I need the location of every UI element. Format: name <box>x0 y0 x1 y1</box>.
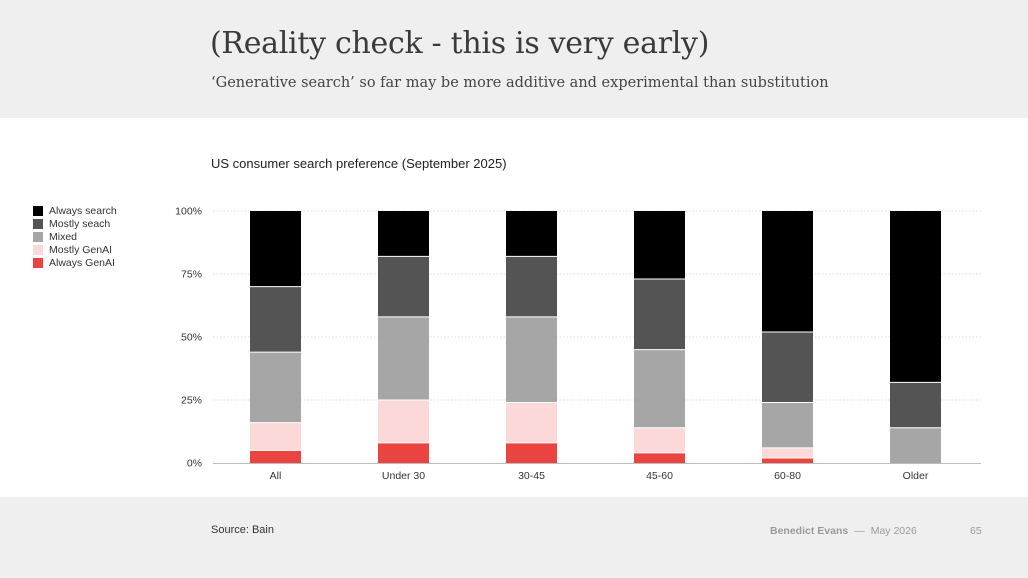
bar-segment <box>250 450 301 463</box>
x-tick-label: 45-60 <box>646 470 673 482</box>
bar-segment <box>762 331 813 403</box>
bar-segment <box>890 211 941 383</box>
bar-segment <box>250 286 301 353</box>
x-tick-label: Older <box>903 470 929 482</box>
bar-segment <box>890 382 941 428</box>
y-tick-label: 100% <box>175 206 202 218</box>
page-number: 65 <box>970 525 982 537</box>
x-tick-label: Under 30 <box>382 470 425 482</box>
bar-segment <box>762 447 813 458</box>
bar-segment <box>762 402 813 448</box>
bar-segment <box>378 256 429 317</box>
legend-swatch <box>33 218 43 229</box>
legend-label: Always GenAI <box>49 256 115 269</box>
legend-item: Mixed <box>33 230 117 243</box>
legend-swatch <box>33 205 43 216</box>
bar-segment <box>634 349 685 428</box>
legend-label: Mixed <box>49 230 78 243</box>
footer-band <box>0 497 1028 578</box>
x-tick-label: 60-80 <box>774 470 801 482</box>
legend-label: Mostly seach <box>49 217 111 230</box>
bar-segment <box>762 211 813 332</box>
slide-subtitle: ‘Generative search’ so far may be more a… <box>211 75 829 91</box>
slide-title: (Reality check - this is very early) <box>210 26 710 61</box>
legend-item: Mostly seach <box>33 217 117 230</box>
x-tick-label: All <box>270 470 282 482</box>
y-tick-label: 25% <box>181 395 202 407</box>
author-credit: Benedict Evans — May 2026 <box>770 525 917 537</box>
bar-segment <box>506 256 557 317</box>
x-tick-label: 30-45 <box>518 470 545 482</box>
slide-date: May 2026 <box>870 525 917 537</box>
bar-segment <box>506 211 557 257</box>
legend-label: Always search <box>49 204 117 217</box>
legend-label: Mostly GenAI <box>49 243 113 256</box>
bar-segment <box>506 316 557 403</box>
bar-segment <box>634 211 685 280</box>
bar-segment <box>378 442 429 463</box>
bar-segment <box>634 452 685 463</box>
bar-segment <box>378 316 429 400</box>
legend-item: Mostly GenAI <box>33 243 117 256</box>
bar-segment <box>250 211 301 287</box>
legend-item: Always GenAI <box>33 256 117 269</box>
chart-legend: Always search Mostly seach Mixed Mostly Gen… <box>33 204 117 269</box>
legend-item: Always search <box>33 204 117 217</box>
author-separator: — <box>854 525 865 537</box>
bar-segment <box>250 422 301 451</box>
author-name: Benedict Evans <box>770 525 849 537</box>
y-tick-label: 75% <box>181 269 202 281</box>
bar-segment <box>890 427 941 463</box>
bar-segment <box>506 442 557 463</box>
bar-segment <box>634 279 685 350</box>
bar-segment <box>250 352 301 423</box>
bar-segment <box>378 211 429 257</box>
bar-segment <box>506 402 557 443</box>
legend-swatch <box>33 257 43 268</box>
legend-swatch <box>33 244 43 255</box>
chart-title: US consumer search preference (September… <box>211 156 507 171</box>
header-band: (Reality check - this is very early) ‘Ge… <box>0 0 1028 118</box>
bar-segment <box>378 400 429 443</box>
bar-segment <box>762 457 813 463</box>
legend-swatch <box>33 231 43 242</box>
source-note: Source: Bain <box>211 524 274 536</box>
y-tick-label: 0% <box>187 458 202 470</box>
y-tick-label: 50% <box>181 332 202 344</box>
bar-segment <box>634 427 685 453</box>
